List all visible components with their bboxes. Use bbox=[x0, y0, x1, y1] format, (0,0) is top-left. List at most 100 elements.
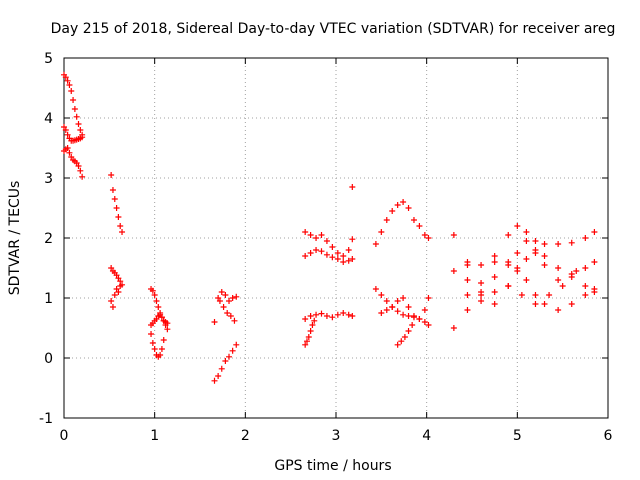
x-tick-label: 5 bbox=[513, 428, 522, 444]
data-point bbox=[151, 346, 158, 352]
data-point bbox=[532, 292, 539, 298]
data-point bbox=[383, 217, 390, 223]
data-point bbox=[491, 301, 498, 307]
data-point bbox=[394, 308, 401, 315]
data-point bbox=[68, 88, 75, 94]
data-point bbox=[111, 196, 118, 202]
data-point bbox=[372, 286, 379, 292]
data-point bbox=[158, 346, 165, 352]
series-arc-6c bbox=[378, 295, 432, 322]
x-tick-label: 2 bbox=[241, 428, 250, 444]
series-arc-6b bbox=[372, 286, 432, 328]
data-point bbox=[349, 313, 356, 319]
data-point bbox=[523, 256, 530, 262]
series-arc-4c bbox=[211, 341, 240, 384]
data-point bbox=[62, 74, 69, 81]
series-arc-5b bbox=[302, 247, 356, 265]
data-point bbox=[421, 307, 428, 313]
data-point bbox=[505, 259, 512, 265]
data-point bbox=[71, 106, 78, 112]
data-point bbox=[491, 253, 498, 259]
data-point bbox=[400, 199, 407, 205]
data-point bbox=[340, 253, 347, 259]
data-point bbox=[211, 377, 218, 384]
y-tick-label: 5 bbox=[44, 51, 53, 67]
x-tick-label: 4 bbox=[422, 428, 431, 444]
data-point bbox=[75, 163, 82, 169]
data-point bbox=[491, 289, 498, 295]
data-point bbox=[464, 292, 471, 298]
data-point bbox=[148, 331, 155, 337]
data-point bbox=[398, 338, 405, 345]
data-point bbox=[75, 121, 82, 127]
data-point bbox=[405, 304, 412, 310]
data-point bbox=[313, 235, 320, 241]
y-tick-label: 1 bbox=[44, 291, 53, 307]
data-point bbox=[591, 259, 598, 265]
data-point bbox=[389, 304, 396, 310]
data-point bbox=[410, 217, 417, 223]
series-arc-5d bbox=[302, 317, 318, 348]
data-point bbox=[523, 277, 530, 283]
data-point bbox=[568, 239, 575, 246]
data-point bbox=[109, 304, 116, 310]
series-arc-7c bbox=[450, 262, 598, 331]
data-point bbox=[216, 298, 223, 304]
data-point bbox=[227, 313, 234, 319]
grid bbox=[64, 58, 608, 418]
data-point bbox=[70, 97, 77, 103]
data-point bbox=[155, 304, 162, 310]
data-point bbox=[514, 265, 521, 271]
data-point bbox=[349, 256, 356, 262]
series-arc-2b bbox=[108, 265, 126, 288]
data-point bbox=[229, 295, 236, 301]
series-arc-3b bbox=[148, 311, 171, 328]
data-point bbox=[421, 232, 428, 238]
data-point bbox=[378, 292, 385, 298]
data-point bbox=[64, 145, 71, 151]
data-point bbox=[323, 313, 330, 319]
data-point bbox=[425, 235, 432, 241]
series-arc-6d bbox=[394, 322, 416, 348]
data-point bbox=[582, 265, 589, 271]
y-tick-label: 4 bbox=[44, 111, 53, 127]
data-point bbox=[394, 298, 401, 304]
data-point bbox=[409, 322, 416, 328]
data-point bbox=[405, 328, 412, 334]
data-point bbox=[559, 283, 566, 289]
data-point bbox=[340, 310, 347, 316]
plot-frame bbox=[63, 57, 609, 419]
series-arc-7d bbox=[464, 238, 598, 283]
data-point bbox=[115, 214, 122, 220]
data-point bbox=[378, 229, 385, 235]
y-tick-label: 3 bbox=[44, 171, 53, 187]
data-point bbox=[582, 235, 589, 241]
series-arc-5c bbox=[302, 310, 356, 322]
data-point bbox=[115, 289, 122, 295]
series-arc-5e bbox=[349, 184, 356, 190]
y-tick-label: -1 bbox=[39, 411, 53, 427]
data-point bbox=[383, 298, 390, 304]
series-arc-7e bbox=[464, 268, 580, 307]
data-point bbox=[372, 241, 379, 247]
data-point bbox=[307, 313, 314, 319]
data-point bbox=[302, 316, 309, 322]
data-point bbox=[77, 127, 84, 133]
data-point bbox=[514, 223, 521, 229]
data-point bbox=[233, 293, 240, 300]
data-point bbox=[523, 238, 530, 244]
data-point bbox=[66, 82, 73, 88]
data-point bbox=[111, 292, 118, 298]
data-point bbox=[582, 292, 589, 298]
data-points bbox=[61, 71, 598, 384]
data-point bbox=[568, 271, 575, 277]
data-point bbox=[64, 77, 71, 84]
data-point bbox=[345, 247, 352, 253]
data-point bbox=[77, 167, 84, 174]
data-point bbox=[532, 301, 539, 307]
data-point bbox=[153, 298, 160, 304]
data-point bbox=[514, 250, 521, 256]
data-point bbox=[541, 262, 548, 268]
data-point bbox=[329, 254, 336, 261]
